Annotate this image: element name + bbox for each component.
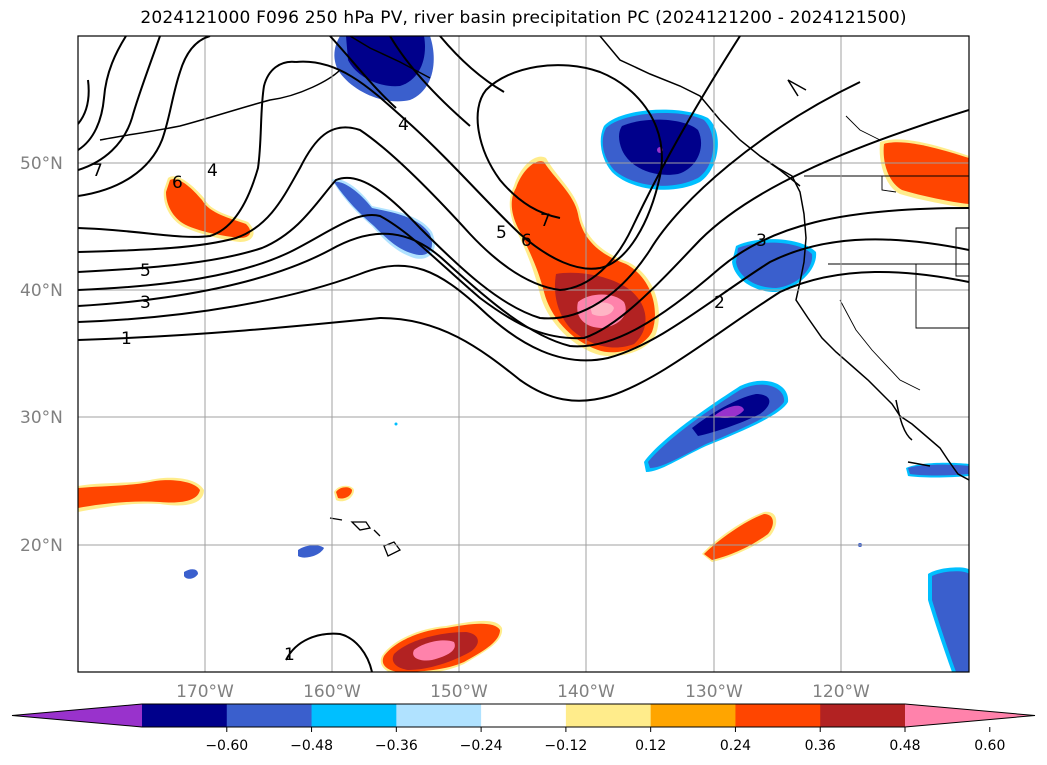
colorbar-tick-label: −0.12 <box>544 738 587 754</box>
colorbar-tick-label: 0.48 <box>889 738 920 754</box>
colorbar-extend-min <box>12 704 142 727</box>
contour-label: 6 <box>172 173 183 193</box>
lon-label: 140°W <box>557 682 615 702</box>
lon-label: 130°W <box>685 682 743 702</box>
latitude-labels: 50°N 40°N 30°N 20°N <box>20 154 63 556</box>
colorbar-tick-label: −0.24 <box>460 738 503 754</box>
pv-contour-labels: 7 4 6 5 3 1 4 7 6 5 3 2 1 <box>92 115 767 665</box>
lon-label: 170°W <box>176 682 234 702</box>
hawaiian-islands <box>329 517 401 557</box>
colorbar-segment <box>396 704 482 727</box>
colorbar: −0.60 −0.48 −0.36 −0.24 −0.12 0.12 0.24 0.36 0.4… <box>11 703 1036 754</box>
contour-label: 5 <box>140 261 151 281</box>
colorbar-tick-label: −0.36 <box>375 738 418 754</box>
colorbar-tick-label: 0.36 <box>805 738 836 754</box>
colorbar-tick-label: 0.60 <box>974 738 1005 754</box>
pv-contours <box>78 36 969 672</box>
political-borders <box>804 115 969 391</box>
lat-label: 40°N <box>20 281 63 301</box>
colorbar-segment <box>820 704 906 727</box>
lat-label: 50°N <box>20 154 63 174</box>
colorbar-tick-label: 0.24 <box>720 738 751 754</box>
colorbar-segment <box>481 704 567 727</box>
contour-label: 2 <box>714 293 725 313</box>
colorbar-extend-max <box>905 704 1035 727</box>
colorbar-segment <box>311 704 397 727</box>
colorbar-tick-label: −0.60 <box>205 738 248 754</box>
lon-label: 120°W <box>812 682 870 702</box>
map-panel <box>78 36 969 672</box>
longitude-labels: 170°W 160°W 150°W 140°W 130°W 120°W <box>176 682 870 702</box>
contour-label: 4 <box>207 161 218 181</box>
colorbar-tick-label: 0.12 <box>635 738 666 754</box>
colorbar-segment <box>565 704 652 727</box>
lon-label: 150°W <box>430 682 488 702</box>
contour-label: 1 <box>121 329 132 349</box>
contour-label: 4 <box>398 115 409 135</box>
contour-label: 3 <box>140 293 151 313</box>
contour-label: 3 <box>756 231 767 251</box>
lat-label: 30°N <box>20 408 63 428</box>
colorbar-segment <box>650 704 736 727</box>
map-title: 2024121000 F096 250 hPa PV, river basin … <box>140 8 907 28</box>
contour-label: 7 <box>540 211 551 231</box>
contour-label: 6 <box>521 231 532 251</box>
contour-label: 5 <box>496 223 507 243</box>
colorbar-segment <box>142 704 228 727</box>
colorbar-tick-label: −0.48 <box>290 738 333 754</box>
colorbar-segment <box>226 704 313 727</box>
contour-label: 7 <box>92 161 103 181</box>
lat-label: 20°N <box>20 536 63 556</box>
colorbar-segment <box>735 704 821 727</box>
contour-label: 1 <box>284 645 295 665</box>
map-border <box>77 35 970 673</box>
colorbar-outline <box>11 703 1036 728</box>
lon-label: 160°W <box>303 682 361 702</box>
